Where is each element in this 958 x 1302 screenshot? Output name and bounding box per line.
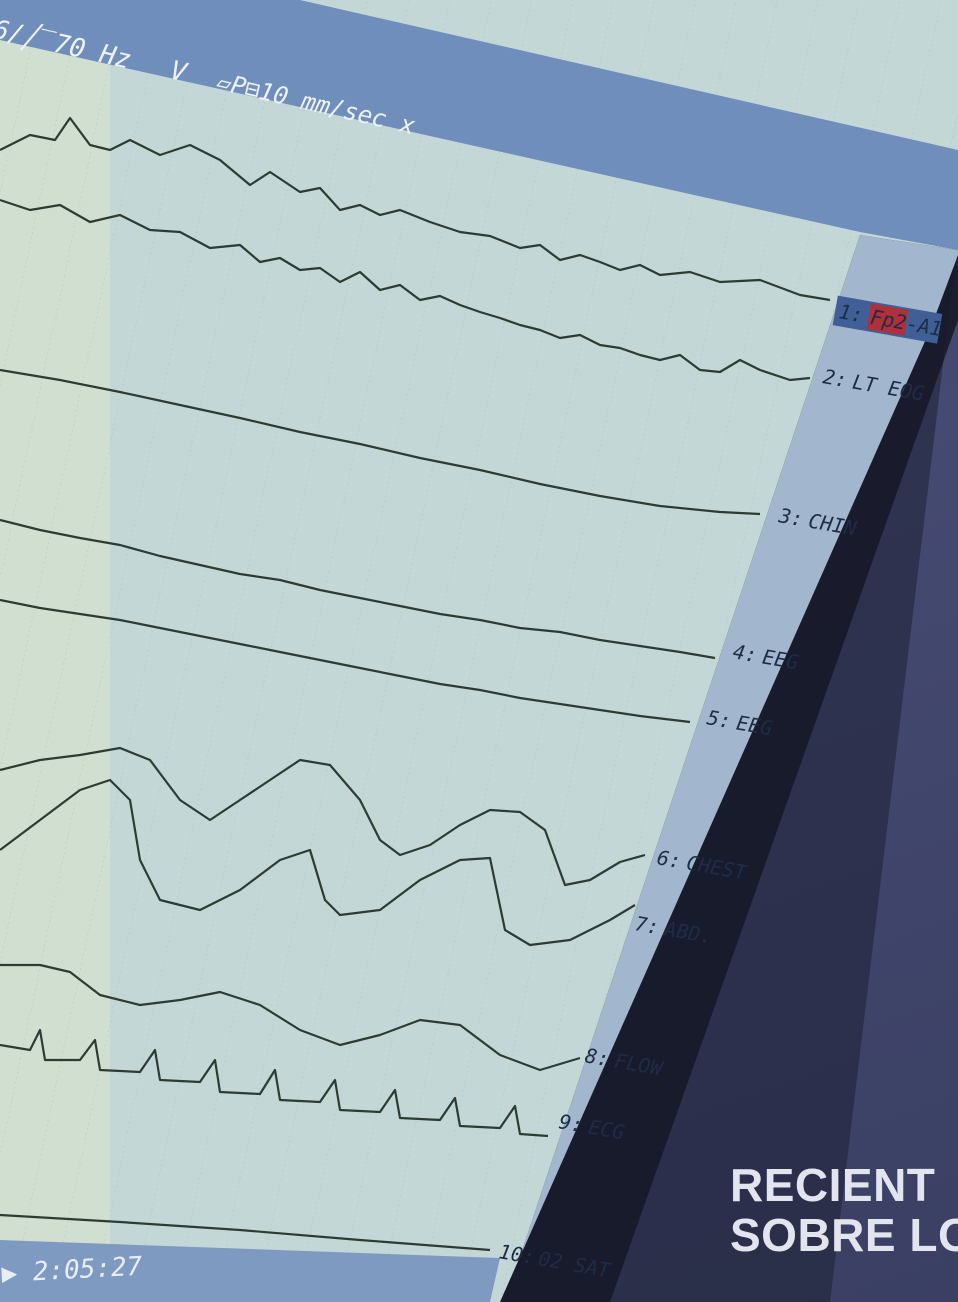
trace-o2-sat <box>0 1213 491 1252</box>
trace-ecg <box>0 1028 549 1138</box>
channel-4-number: 4: <box>731 639 759 667</box>
trace-eeg-2 <box>0 598 691 724</box>
timestamp-bar <box>0 1240 500 1302</box>
trace-fp2-a1 <box>0 116 831 302</box>
cover-title: RECIENT SOBRE LO <box>730 1160 958 1260</box>
trace-abd <box>0 778 636 947</box>
channel-1-number: 1: <box>837 299 865 327</box>
channel-9-name[interactable]: ECG <box>587 1114 627 1144</box>
channel-8-name[interactable]: FLOW <box>613 1048 667 1080</box>
trace-chin <box>0 368 761 516</box>
channel-9-number: 9: <box>557 1109 585 1137</box>
channel-5-number: 5: <box>705 705 733 733</box>
cover-title-line-1: RECIENT <box>730 1160 936 1210</box>
channel-10-name[interactable]: 02 SAT <box>537 1246 614 1283</box>
trace-chest <box>0 746 646 887</box>
channel-7-name[interactable]: ABD. <box>661 916 715 948</box>
channel-7-number: 7: <box>633 911 661 939</box>
recording-time: ▶ 2:05:27 <box>1 1252 144 1289</box>
channel-2-number: 2: <box>821 364 849 392</box>
channel-6-name[interactable]: CHEST <box>685 850 750 884</box>
trace-flow <box>0 963 581 1072</box>
channel-8-number: 8: <box>583 1043 611 1071</box>
trace-lt-eog <box>0 198 811 382</box>
header-bar <box>0 0 958 250</box>
channel-6-number: 6: <box>655 845 683 873</box>
cover-title-line-2: SOBRE LO <box>730 1210 958 1260</box>
channel-3-number: 3: <box>776 503 805 531</box>
trace-eeg-1 <box>0 518 716 660</box>
